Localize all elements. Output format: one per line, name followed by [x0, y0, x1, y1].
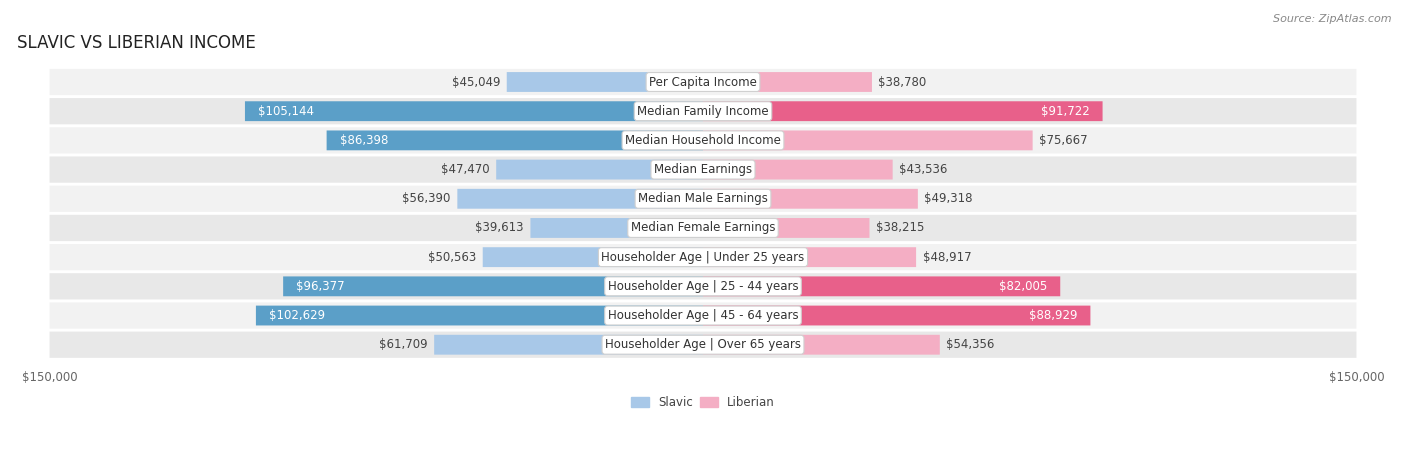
- Text: $56,390: $56,390: [402, 192, 451, 205]
- FancyBboxPatch shape: [703, 160, 893, 179]
- Text: Householder Age | 45 - 64 years: Householder Age | 45 - 64 years: [607, 309, 799, 322]
- Text: $39,613: $39,613: [475, 221, 524, 234]
- Text: Median Earnings: Median Earnings: [654, 163, 752, 176]
- Text: Median Family Income: Median Family Income: [637, 105, 769, 118]
- FancyBboxPatch shape: [49, 127, 1357, 154]
- Text: Median Male Earnings: Median Male Earnings: [638, 192, 768, 205]
- Text: $61,709: $61,709: [380, 338, 427, 351]
- Text: $38,215: $38,215: [876, 221, 924, 234]
- Text: $45,049: $45,049: [451, 76, 501, 89]
- FancyBboxPatch shape: [496, 160, 703, 179]
- FancyBboxPatch shape: [49, 156, 1357, 183]
- FancyBboxPatch shape: [703, 247, 917, 267]
- Text: $50,563: $50,563: [427, 251, 477, 264]
- Text: $86,398: $86,398: [340, 134, 388, 147]
- Text: $43,536: $43,536: [900, 163, 948, 176]
- Text: $54,356: $54,356: [946, 338, 994, 351]
- Text: $75,667: $75,667: [1039, 134, 1088, 147]
- FancyBboxPatch shape: [703, 72, 872, 92]
- Text: Per Capita Income: Per Capita Income: [650, 76, 756, 89]
- FancyBboxPatch shape: [703, 130, 1032, 150]
- Text: $96,377: $96,377: [297, 280, 344, 293]
- Text: Householder Age | 25 - 44 years: Householder Age | 25 - 44 years: [607, 280, 799, 293]
- Legend: Slavic, Liberian: Slavic, Liberian: [626, 391, 780, 414]
- Text: Median Female Earnings: Median Female Earnings: [631, 221, 775, 234]
- FancyBboxPatch shape: [482, 247, 703, 267]
- Text: $49,318: $49,318: [924, 192, 973, 205]
- FancyBboxPatch shape: [283, 276, 703, 296]
- Text: Median Household Income: Median Household Income: [626, 134, 780, 147]
- Text: Householder Age | Over 65 years: Householder Age | Over 65 years: [605, 338, 801, 351]
- FancyBboxPatch shape: [49, 69, 1357, 95]
- FancyBboxPatch shape: [245, 101, 703, 121]
- Text: $47,470: $47,470: [441, 163, 489, 176]
- FancyBboxPatch shape: [530, 218, 703, 238]
- FancyBboxPatch shape: [703, 218, 869, 238]
- FancyBboxPatch shape: [506, 72, 703, 92]
- Text: $38,780: $38,780: [879, 76, 927, 89]
- FancyBboxPatch shape: [256, 305, 703, 325]
- FancyBboxPatch shape: [49, 273, 1357, 299]
- Text: $102,629: $102,629: [269, 309, 325, 322]
- Text: $88,929: $88,929: [1029, 309, 1077, 322]
- FancyBboxPatch shape: [49, 215, 1357, 241]
- FancyBboxPatch shape: [434, 335, 703, 354]
- FancyBboxPatch shape: [49, 185, 1357, 212]
- FancyBboxPatch shape: [457, 189, 703, 209]
- FancyBboxPatch shape: [703, 189, 918, 209]
- FancyBboxPatch shape: [703, 276, 1060, 296]
- Text: SLAVIC VS LIBERIAN INCOME: SLAVIC VS LIBERIAN INCOME: [17, 34, 256, 52]
- FancyBboxPatch shape: [326, 130, 703, 150]
- FancyBboxPatch shape: [49, 98, 1357, 124]
- Text: $105,144: $105,144: [259, 105, 314, 118]
- FancyBboxPatch shape: [703, 101, 1102, 121]
- Text: Householder Age | Under 25 years: Householder Age | Under 25 years: [602, 251, 804, 264]
- FancyBboxPatch shape: [49, 244, 1357, 270]
- Text: $48,917: $48,917: [922, 251, 972, 264]
- Text: $82,005: $82,005: [998, 280, 1047, 293]
- FancyBboxPatch shape: [49, 303, 1357, 329]
- FancyBboxPatch shape: [703, 305, 1091, 325]
- FancyBboxPatch shape: [49, 332, 1357, 358]
- Text: $91,722: $91,722: [1040, 105, 1090, 118]
- FancyBboxPatch shape: [703, 335, 939, 354]
- Text: Source: ZipAtlas.com: Source: ZipAtlas.com: [1274, 14, 1392, 24]
